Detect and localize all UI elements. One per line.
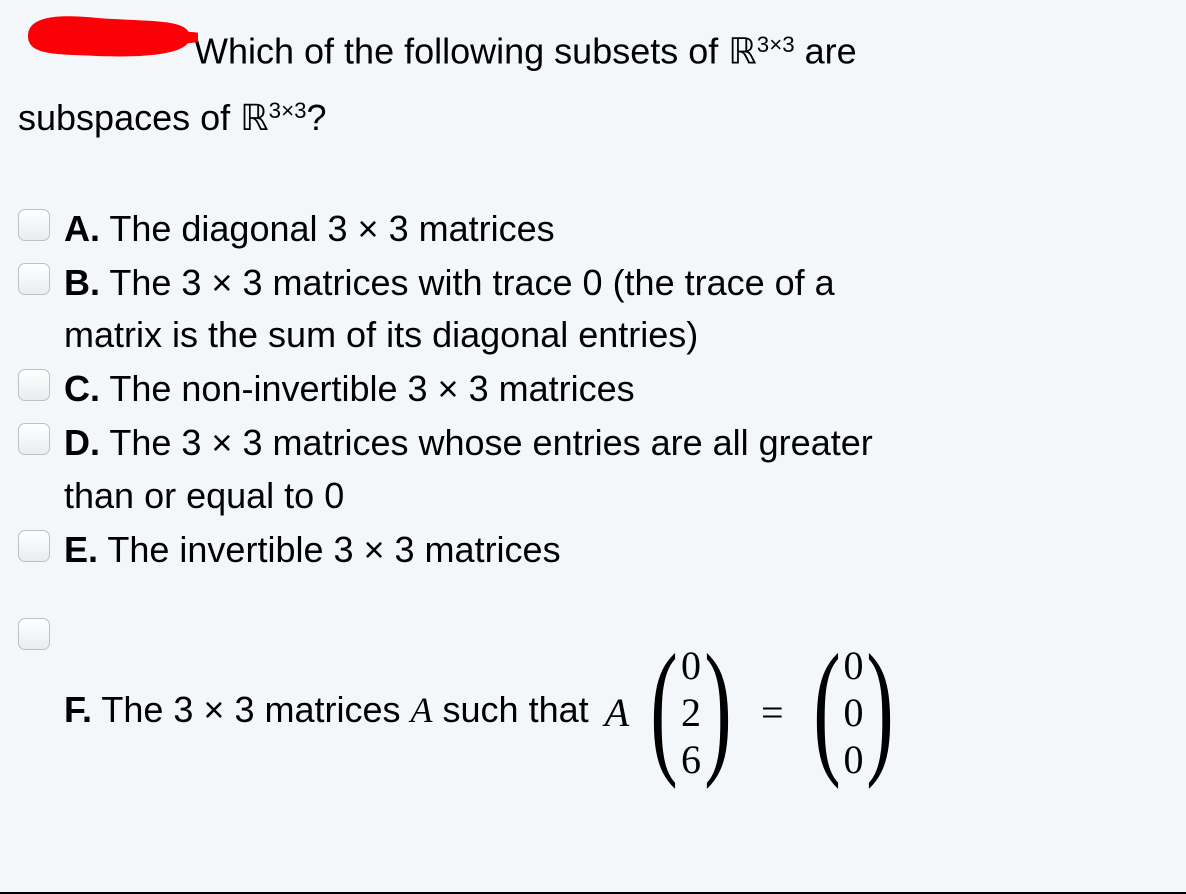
option-f-row: F. The 3 × 3 matrices A such that A ( 0 …	[18, 586, 1166, 780]
vl-0: 0	[681, 642, 701, 689]
option-c-row: C. The non-invertible 3 × 3 matrices	[18, 363, 1166, 415]
checkbox-c[interactable]	[18, 369, 50, 401]
q-line1-pre: Which of the following subsets of	[194, 30, 728, 71]
eq-sign: =	[761, 684, 784, 742]
q-exp-2: 3×3	[269, 98, 307, 123]
option-b-body-2: matrix is the sum of its diagonal entrie…	[64, 314, 698, 355]
q-line2-pre: subspaces of	[18, 97, 240, 138]
option-b-body-1: The 3 × 3 matrices with trace 0 (the tra…	[109, 262, 834, 303]
option-d-text: D. The 3 × 3 matrices whose entries are …	[64, 417, 1166, 521]
option-e-text: E. The invertible 3 × 3 matrices	[64, 524, 1166, 576]
options-list: A. The diagonal 3 × 3 matrices B. The 3 …	[18, 203, 1166, 780]
option-f-var: A	[411, 690, 433, 730]
option-e-body: The invertible 3 × 3 matrices	[107, 529, 560, 570]
checkbox-d[interactable]	[18, 423, 50, 455]
option-a-row: A. The diagonal 3 × 3 matrices	[18, 203, 1166, 255]
question-text: Which of the following subsets of ℝ3×3 a…	[18, 18, 1166, 147]
option-f-equation: A ( 0 2 6 ) = ( 0 0 0	[605, 642, 906, 784]
vr-1: 0	[843, 689, 863, 736]
option-d-label: D.	[64, 422, 100, 463]
checkbox-a[interactable]	[18, 209, 50, 241]
option-c-label: C.	[64, 368, 100, 409]
q-set-1: ℝ	[728, 31, 757, 71]
option-a-body: The diagonal 3 × 3 matrices	[109, 208, 554, 249]
option-a-label: A.	[64, 208, 100, 249]
option-b-label: B.	[64, 262, 100, 303]
vector-left: 0 2 6	[681, 642, 701, 784]
q-line1-post: are	[795, 30, 857, 71]
option-b-row: B. The 3 × 3 matrices with trace 0 (the …	[18, 257, 1166, 361]
q-exp-1: 3×3	[757, 32, 795, 57]
option-f-body-2: such that	[433, 689, 599, 730]
vl-2: 6	[681, 736, 701, 783]
option-f-text: F. The 3 × 3 matrices A such that A ( 0 …	[64, 586, 1166, 780]
option-c-body: The non-invertible 3 × 3 matrices	[109, 368, 634, 409]
q-line2-post: ?	[307, 97, 327, 138]
option-f-label: F.	[64, 689, 92, 730]
option-c-text: C. The non-invertible 3 × 3 matrices	[64, 363, 1166, 415]
option-d-body-1: The 3 × 3 matrices whose entries are all…	[109, 422, 872, 463]
redaction-mark	[18, 8, 198, 80]
option-d-row: D. The 3 × 3 matrices whose entries are …	[18, 417, 1166, 521]
q-set-2: ℝ	[240, 98, 269, 138]
checkbox-e[interactable]	[18, 530, 50, 562]
vr-0: 0	[843, 642, 863, 689]
checkbox-f[interactable]	[18, 618, 50, 650]
vr-2: 0	[843, 736, 863, 783]
option-b-text: B. The 3 × 3 matrices with trace 0 (the …	[64, 257, 1166, 361]
option-d-body-2: than or equal to 0	[64, 475, 344, 516]
checkbox-b[interactable]	[18, 263, 50, 295]
option-e-row: E. The invertible 3 × 3 matrices	[18, 524, 1166, 576]
eq-lhs-var: A	[605, 684, 629, 742]
vl-1: 2	[681, 689, 701, 736]
option-f-body-1: The 3 × 3 matrices	[101, 689, 410, 730]
option-a-text: A. The diagonal 3 × 3 matrices	[64, 203, 1166, 255]
option-e-label: E.	[64, 529, 98, 570]
vector-right: 0 0 0	[843, 642, 863, 784]
